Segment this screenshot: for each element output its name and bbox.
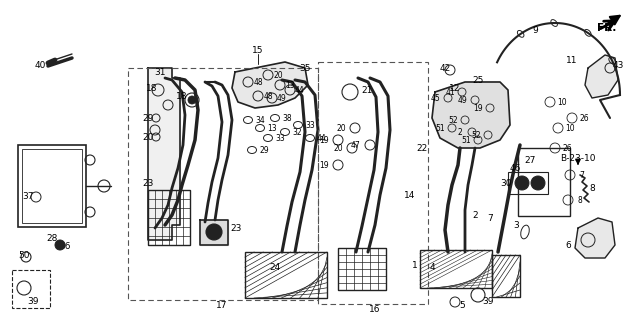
Text: 35: 35 xyxy=(299,63,311,73)
Text: 34: 34 xyxy=(255,116,265,124)
Text: 33: 33 xyxy=(305,121,315,130)
Circle shape xyxy=(188,96,196,104)
Text: FR.: FR. xyxy=(598,23,617,33)
Text: 6: 6 xyxy=(565,241,571,250)
Text: 14: 14 xyxy=(404,190,416,199)
Text: 51: 51 xyxy=(435,124,445,132)
Text: 41: 41 xyxy=(445,87,455,97)
Text: 32: 32 xyxy=(292,127,302,137)
Text: 42: 42 xyxy=(440,63,450,73)
Polygon shape xyxy=(585,55,618,98)
Bar xyxy=(128,68,318,300)
Text: 48: 48 xyxy=(253,77,263,86)
Polygon shape xyxy=(200,220,228,245)
Text: 7: 7 xyxy=(580,171,584,180)
Text: 23: 23 xyxy=(231,223,241,233)
Text: 20: 20 xyxy=(142,132,154,141)
Bar xyxy=(18,145,86,227)
Text: 8: 8 xyxy=(578,196,582,204)
Text: 39: 39 xyxy=(27,298,39,307)
Text: 20: 20 xyxy=(333,143,343,153)
Bar xyxy=(518,148,570,216)
Text: 25: 25 xyxy=(472,76,483,84)
Text: 26: 26 xyxy=(579,114,589,123)
Text: 2: 2 xyxy=(457,127,462,137)
Text: 24: 24 xyxy=(269,263,281,273)
Text: 16: 16 xyxy=(369,306,381,315)
Text: 2: 2 xyxy=(472,211,478,220)
Text: 19: 19 xyxy=(319,135,329,145)
Circle shape xyxy=(515,176,529,190)
Polygon shape xyxy=(432,82,510,148)
Text: 38: 38 xyxy=(282,114,292,123)
Bar xyxy=(420,250,492,288)
Text: 39: 39 xyxy=(482,298,494,307)
Text: 1: 1 xyxy=(412,260,418,269)
Bar xyxy=(338,248,386,290)
Text: 17: 17 xyxy=(216,301,228,310)
Text: 19: 19 xyxy=(473,103,483,113)
Text: 36: 36 xyxy=(59,242,71,251)
Text: 9: 9 xyxy=(532,26,538,35)
Text: 37: 37 xyxy=(22,191,34,201)
Text: 50: 50 xyxy=(18,251,30,260)
Text: 52: 52 xyxy=(448,116,458,124)
Bar xyxy=(22,149,82,223)
Text: 10: 10 xyxy=(557,98,567,107)
Text: 26: 26 xyxy=(562,143,572,153)
Text: 22: 22 xyxy=(417,143,427,153)
Text: 28: 28 xyxy=(47,234,58,243)
Text: 13: 13 xyxy=(285,81,295,90)
Text: 29: 29 xyxy=(259,146,269,155)
Bar xyxy=(492,255,520,297)
Bar xyxy=(12,270,50,308)
Text: 30: 30 xyxy=(500,179,512,188)
Text: 33: 33 xyxy=(275,133,285,142)
Text: 5: 5 xyxy=(459,300,465,309)
Text: 18: 18 xyxy=(176,92,188,100)
Text: 29: 29 xyxy=(142,114,154,123)
Text: 10: 10 xyxy=(565,124,575,132)
Bar xyxy=(318,62,428,304)
Text: 12: 12 xyxy=(449,84,461,92)
Polygon shape xyxy=(575,218,615,258)
Text: 45: 45 xyxy=(431,93,441,102)
Text: 19: 19 xyxy=(319,161,329,170)
Circle shape xyxy=(531,176,545,190)
Text: 47: 47 xyxy=(351,140,361,149)
Text: 49: 49 xyxy=(277,93,287,102)
Text: 44: 44 xyxy=(317,133,327,142)
Text: 8: 8 xyxy=(589,183,595,193)
Text: 15: 15 xyxy=(252,45,264,54)
Text: 21: 21 xyxy=(361,85,373,94)
Circle shape xyxy=(206,224,222,240)
Text: 31: 31 xyxy=(154,68,166,76)
Text: 4: 4 xyxy=(429,263,435,273)
Text: 52: 52 xyxy=(471,131,481,140)
Text: 3: 3 xyxy=(513,220,519,229)
Text: 40: 40 xyxy=(34,60,46,69)
Text: 18: 18 xyxy=(147,84,158,92)
Text: 13: 13 xyxy=(267,124,277,132)
Text: 48: 48 xyxy=(263,92,273,100)
Text: 11: 11 xyxy=(566,55,578,65)
Circle shape xyxy=(55,240,65,250)
Bar xyxy=(148,190,190,245)
Text: 27: 27 xyxy=(524,156,536,164)
Text: 46: 46 xyxy=(510,164,520,172)
Bar xyxy=(508,172,548,194)
Text: 51: 51 xyxy=(461,135,471,145)
Text: 20: 20 xyxy=(273,70,283,79)
Polygon shape xyxy=(232,62,308,108)
Polygon shape xyxy=(148,68,180,240)
Text: 44: 44 xyxy=(295,85,305,94)
Text: 49: 49 xyxy=(458,95,468,105)
Text: 20: 20 xyxy=(336,124,346,132)
Text: 7: 7 xyxy=(487,213,493,222)
Text: 43: 43 xyxy=(612,60,624,69)
Text: 23: 23 xyxy=(142,179,154,188)
Text: B-23-10: B-23-10 xyxy=(561,154,596,163)
Bar xyxy=(245,252,327,298)
